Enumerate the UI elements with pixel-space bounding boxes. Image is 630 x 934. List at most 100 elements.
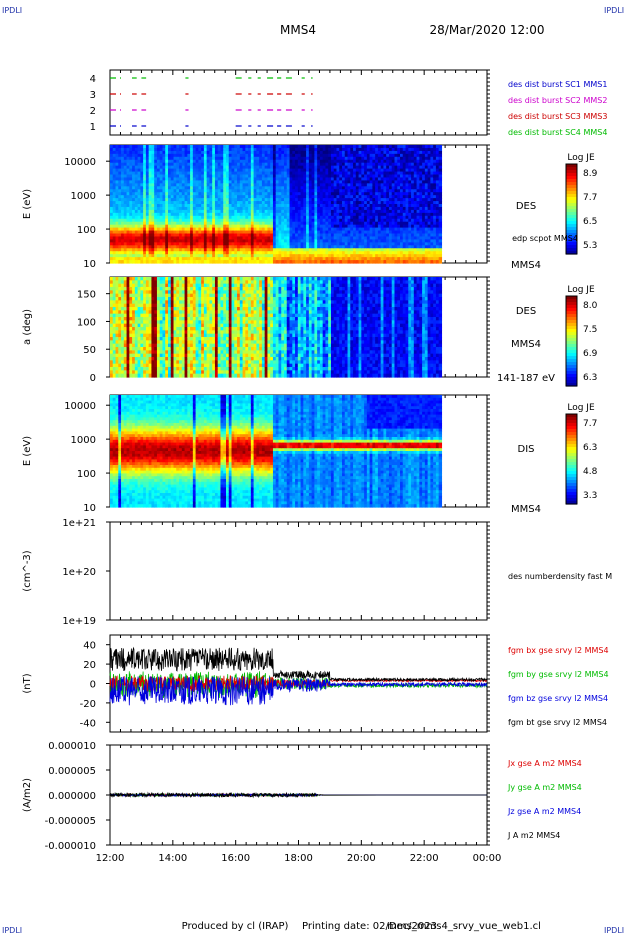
spectrogram-cell [181,212,186,217]
spectrogram-cell [159,168,164,173]
spectrogram-cell [179,162,183,167]
spectrogram-cell [342,204,346,208]
spectrogram-cell [123,260,128,264]
spectrogram-cell [195,192,199,196]
spectrogram-cell [184,224,188,229]
spectrogram-cell [115,147,119,152]
spectrogram-cell [209,186,213,190]
spectrogram-cell [181,206,186,211]
spectrogram-cell [184,183,188,187]
spectrogram-cell [140,251,144,255]
spectrogram-cell [179,257,183,261]
spectrogram-cell [181,251,186,255]
spectrogram-cell [132,221,136,226]
spectrogram-cell [132,212,136,217]
spectrogram-cell [121,254,125,258]
spectrogram-cell [217,147,222,152]
spectrogram-cell [226,195,230,199]
spectrogram-cell [289,162,293,167]
spectrogram-cell [325,159,329,164]
spectrogram-cell [264,153,269,158]
spectrogram-cell [311,177,315,181]
spectrogram-cell [132,236,136,240]
spectrogram-cell [115,212,119,217]
spectrogram-cell [154,198,158,202]
spectrogram-cell [201,236,205,240]
spectrogram-cell [212,248,216,252]
spectrogram-cell [162,201,166,205]
spectrogram-cell [214,168,219,173]
spectrogram-cell [278,153,282,158]
spectrogram-cell [295,218,299,223]
spectrogram-cell [143,212,147,217]
spectrogram-cell [319,224,324,229]
spectrogram-cell [330,186,335,190]
spectrogram-cell [289,180,293,184]
spectrogram-cell [184,171,188,176]
spectrogram-cell [220,186,224,190]
spectrogram-cell [237,236,241,240]
spectrogram-cell [137,183,141,187]
spectrogram-cell [156,177,161,181]
spectrogram-cell [245,215,249,220]
spectrogram-cell [237,230,241,235]
spectrogram-cell [328,251,332,255]
spectrogram-cell [308,251,313,255]
spectrogram-cell [126,260,130,264]
spectrogram-cell [145,186,150,190]
spectrogram-cell [132,218,136,223]
spectrogram-cell [261,245,266,249]
spectrogram-cell [220,174,224,179]
spectrogram-cell [143,145,147,149]
spectrogram-cell [295,209,299,214]
spectrogram-cell [292,215,296,220]
spectrogram-cell [168,174,172,179]
spectrogram-cell [201,145,205,149]
spectrogram-cell [165,218,169,223]
spectrogram-cell [170,206,175,211]
spectrogram-cell [115,174,119,179]
spectrogram-cell [342,198,346,202]
spectrogram-cell [264,251,269,255]
spectrogram-cell [173,254,177,258]
spectrogram-cell [342,260,346,264]
spectrogram-cell [239,204,244,208]
spectrogram-cell [220,165,224,170]
spectrogram-cell [344,212,349,217]
spectrogram-cell [137,242,141,246]
spectrogram-cell [168,245,172,249]
spectrogram-cell [165,165,169,170]
spectrogram-cell [267,212,271,217]
spectrogram-cell [306,150,310,155]
spectrogram-cell [203,165,208,170]
spectrogram-cell [123,230,128,235]
spectrogram-cell [250,239,255,243]
spectrogram-cell [192,236,197,240]
spectrogram-cell [162,245,166,249]
spectrogram-cell [112,245,117,249]
spectrogram-cell [165,171,169,176]
spectrogram-cell [303,239,307,243]
spectrogram-cell [181,236,186,240]
spectrogram-cell [242,195,246,199]
spectrogram-cell [220,224,224,229]
spectrogram-cell [226,224,230,229]
spectrogram-cell [319,233,324,238]
spectrogram-cell [289,215,293,220]
spectrogram-cell [201,260,205,264]
spectrogram-cell [330,180,335,184]
spectrogram-cell [121,162,125,167]
spectrogram-cell [181,254,186,258]
spectrogram-cell [112,180,117,184]
spectrogram-cell [190,254,194,258]
spectrogram-cell [206,233,211,238]
spectrogram-cell [206,215,211,220]
spectrogram-cell [123,180,128,184]
spectrogram-cell [256,165,260,170]
spectrogram-cell [322,204,327,208]
spectrogram-cell [162,189,166,193]
spectrogram-cell [220,245,224,249]
spectrogram-cell [220,215,224,220]
spectrogram-cell [328,230,332,235]
spectrogram-cell [234,242,238,246]
